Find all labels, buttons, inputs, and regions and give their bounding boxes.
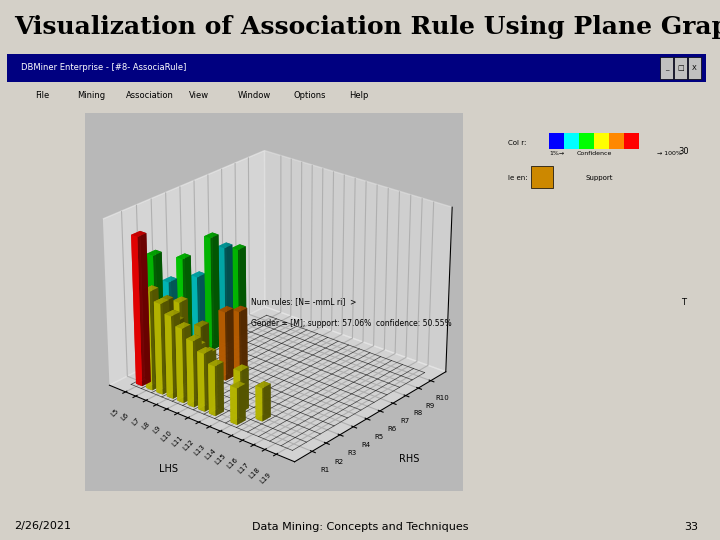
Text: _: _ (665, 65, 668, 71)
FancyBboxPatch shape (660, 57, 672, 79)
Text: Visualization of Association Rule Using Plane Graph: Visualization of Association Rule Using … (14, 15, 720, 39)
Bar (594, 133, 609, 149)
Bar (579, 133, 594, 149)
Bar (531, 166, 553, 188)
Text: Window: Window (238, 91, 271, 100)
Text: DBMiner Enterprise - [#8- AssociaRule]: DBMiner Enterprise - [#8- AssociaRule] (21, 63, 186, 72)
FancyBboxPatch shape (7, 54, 706, 82)
FancyBboxPatch shape (7, 82, 706, 109)
Text: Options: Options (294, 91, 326, 100)
Bar (564, 133, 579, 149)
Text: Num rules: [N= -mmL ri]  >: Num rules: [N= -mmL ri] > (251, 297, 356, 306)
Bar (624, 133, 639, 149)
Text: Data Mining: Concepts and Techniques: Data Mining: Concepts and Techniques (252, 522, 468, 531)
Text: → 100%: → 100% (657, 151, 682, 156)
Bar (549, 133, 564, 149)
Bar (609, 133, 624, 149)
X-axis label: LHS: LHS (159, 464, 178, 475)
Text: Association: Association (126, 91, 174, 100)
FancyBboxPatch shape (688, 57, 701, 79)
Text: 2/26/2021: 2/26/2021 (14, 522, 71, 531)
Text: File: File (35, 91, 50, 100)
Text: Help: Help (349, 91, 369, 100)
FancyBboxPatch shape (7, 109, 706, 137)
Text: T: T (682, 298, 686, 307)
Text: Confidence: Confidence (576, 151, 612, 156)
Text: le en:: le en: (508, 174, 527, 180)
Y-axis label: RHS: RHS (399, 454, 419, 464)
Text: 30: 30 (679, 147, 689, 156)
Text: Support: Support (585, 174, 613, 180)
Text: View: View (189, 91, 209, 100)
FancyBboxPatch shape (7, 137, 426, 164)
Text: Col r:: Col r: (508, 140, 526, 146)
Text: X: X (692, 65, 697, 71)
Text: 33: 33 (685, 522, 698, 531)
Text: Mining: Mining (77, 91, 105, 100)
Text: Gender = [M]; support: 57.06%  confidence: 50.55%: Gender = [M]; support: 57.06% confidence… (251, 319, 452, 328)
Text: 1%→: 1%→ (549, 151, 564, 156)
FancyBboxPatch shape (674, 57, 687, 79)
Text: □: □ (677, 65, 684, 71)
